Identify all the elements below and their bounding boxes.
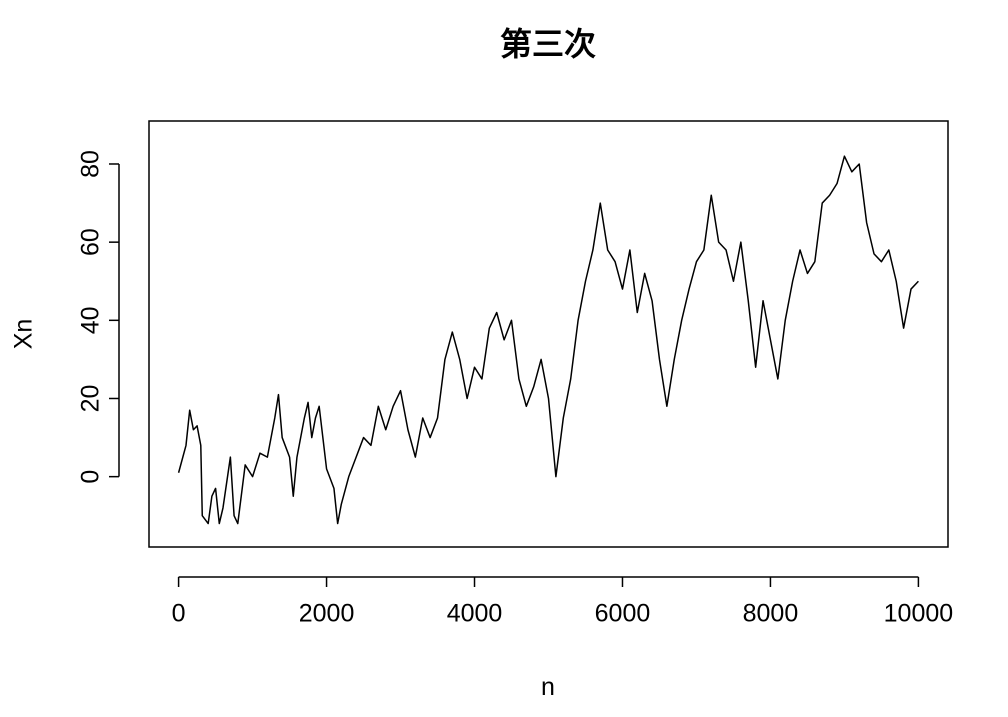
chart-title: 第三次 [500, 25, 596, 63]
x-tick-label: 10000 [884, 600, 954, 628]
x-tick-label: 8000 [743, 600, 799, 628]
y-tick-label: 0 [77, 470, 105, 484]
y-axis-label: Xn [10, 319, 38, 350]
data-line [177, 155, 919, 525]
x-tick-label: 2000 [299, 600, 355, 628]
x-axis-label: n [541, 673, 555, 701]
y-tick-label: 40 [77, 306, 105, 334]
x-tick-label: 4000 [447, 600, 503, 628]
y-tick-label: 20 [77, 385, 105, 413]
y-tick-label: 80 [77, 150, 105, 178]
y-tick-label: 60 [77, 228, 105, 256]
x-tick-label: 6000 [595, 600, 651, 628]
plot-box [148, 120, 949, 548]
x-tick-label: 0 [172, 600, 186, 628]
